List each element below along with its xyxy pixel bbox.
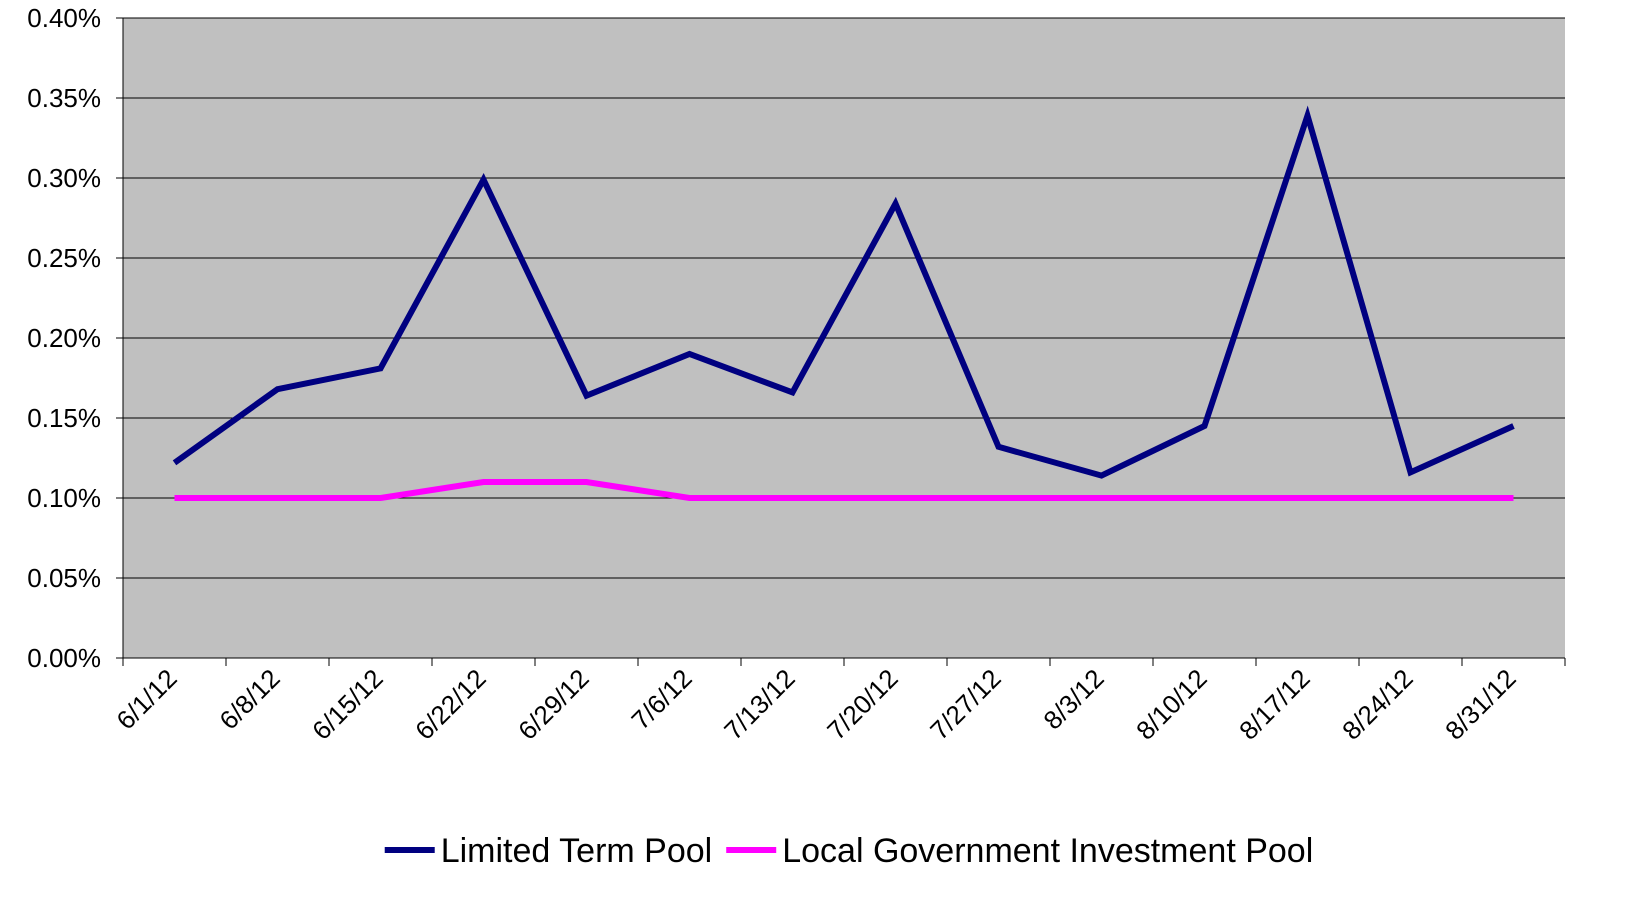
x-tick-label: 8/24/12 xyxy=(1336,663,1419,746)
series-line xyxy=(174,479,1514,501)
x-tick-label: 6/1/12 xyxy=(110,663,182,735)
x-tick-label: 6/29/12 xyxy=(512,663,595,746)
y-tick-label: 0.35% xyxy=(27,83,101,113)
x-tick-label: 8/3/12 xyxy=(1037,663,1109,735)
x-tick-label: 8/31/12 xyxy=(1439,663,1522,746)
y-tick-label: 0.00% xyxy=(27,643,101,673)
legend-label: Limited Term Pool xyxy=(441,832,713,870)
y-tick-label: 0.30% xyxy=(27,163,101,193)
y-tick-label: 0.10% xyxy=(27,483,101,513)
y-tick-label: 0.15% xyxy=(27,403,101,433)
y-tick-label: 0.05% xyxy=(27,563,101,593)
x-tick-label: 7/13/12 xyxy=(718,663,801,746)
x-tick-label: 7/6/12 xyxy=(625,663,697,735)
y-tick-label: 0.20% xyxy=(27,323,101,353)
x-tick-label: 7/20/12 xyxy=(821,663,904,746)
x-tick-label: 8/17/12 xyxy=(1233,663,1316,746)
legend-label: Local Government Investment Pool xyxy=(782,832,1313,870)
x-tick-label: 6/22/12 xyxy=(409,663,492,746)
x-tick-label: 6/15/12 xyxy=(306,663,389,746)
y-tick-label: 0.40% xyxy=(27,3,101,33)
legend: Limited Term Pool Local Government Invest… xyxy=(384,832,1313,870)
series-line xyxy=(172,105,1515,479)
y-tick-label: 0.25% xyxy=(27,243,101,273)
x-tick-label: 6/8/12 xyxy=(213,663,285,735)
x-tick-label: 8/10/12 xyxy=(1130,663,1213,746)
x-tick-label: 7/27/12 xyxy=(924,663,1007,746)
